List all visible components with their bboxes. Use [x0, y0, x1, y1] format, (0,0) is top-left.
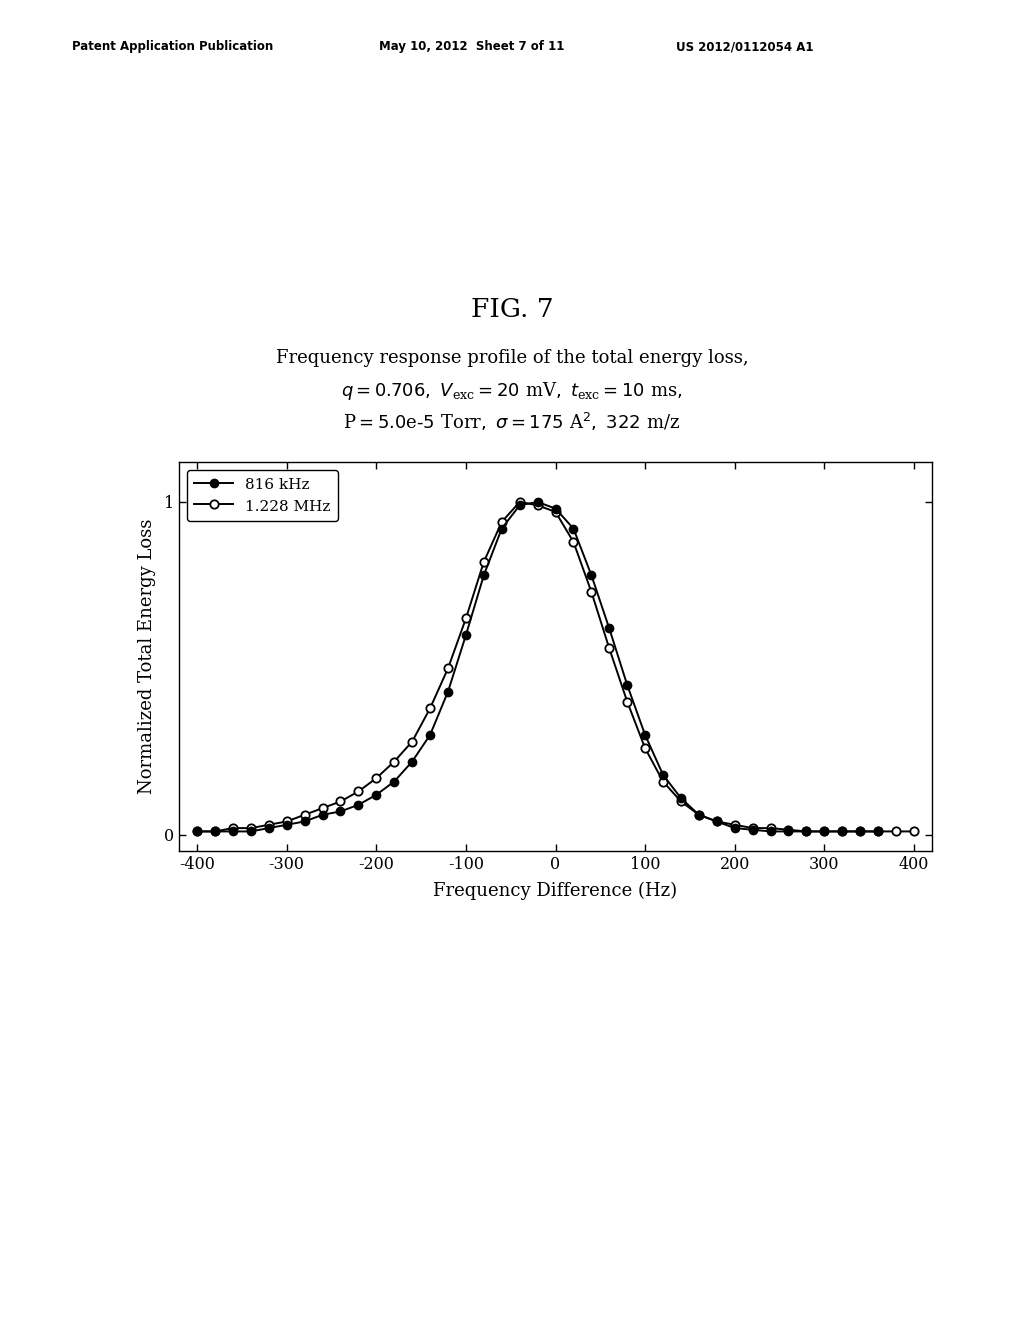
816 kHz [801, 824, 813, 840]
1.228 MHz [639, 741, 651, 756]
816 kHz [460, 627, 472, 643]
1.228 MHz [531, 498, 544, 513]
1.228 MHz [460, 611, 472, 627]
1.228 MHz [549, 504, 561, 520]
816 kHz [818, 824, 830, 840]
1.228 MHz [586, 583, 598, 599]
816 kHz [316, 807, 329, 822]
Text: May 10, 2012  Sheet 7 of 11: May 10, 2012 Sheet 7 of 11 [379, 40, 564, 53]
1.228 MHz [299, 807, 311, 822]
816 kHz [586, 568, 598, 583]
Line: 1.228 MHz: 1.228 MHz [193, 498, 919, 836]
816 kHz [782, 824, 795, 840]
1.228 MHz [371, 771, 383, 787]
816 kHz [746, 822, 759, 838]
816 kHz [871, 824, 884, 840]
1.228 MHz [871, 824, 884, 840]
816 kHz [371, 787, 383, 803]
Text: $q = 0.706,\ V_{\mathregular{exc}} = 20\ \mathregular{mV},\ t_{\mathregular{exc}: $q = 0.706,\ V_{\mathregular{exc}} = 20\… [341, 380, 683, 403]
816 kHz [190, 824, 203, 840]
816 kHz [836, 824, 848, 840]
Text: $\mathregular{P} = 5.0\mathregular{e}\text{-}5\ \mathregular{Torr},\ \sigma = 17: $\mathregular{P} = 5.0\mathregular{e}\te… [343, 411, 681, 433]
1.228 MHz [190, 824, 203, 840]
X-axis label: Frequency Difference (Hz): Frequency Difference (Hz) [433, 882, 678, 900]
816 kHz [657, 767, 670, 783]
816 kHz [639, 727, 651, 743]
1.228 MHz [496, 513, 508, 529]
816 kHz [334, 804, 346, 820]
1.228 MHz [692, 807, 705, 822]
1.228 MHz [227, 820, 240, 836]
816 kHz [424, 727, 436, 743]
816 kHz [496, 520, 508, 536]
Line: 816 kHz: 816 kHz [193, 498, 883, 836]
816 kHz [352, 797, 365, 813]
1.228 MHz [603, 640, 615, 656]
1.228 MHz [281, 813, 293, 829]
1.228 MHz [477, 554, 489, 570]
1.228 MHz [352, 784, 365, 800]
1.228 MHz [746, 820, 759, 836]
1.228 MHz [567, 535, 580, 550]
816 kHz [854, 824, 866, 840]
816 kHz [531, 494, 544, 510]
816 kHz [692, 807, 705, 822]
Text: Frequency response profile of the total energy loss,: Frequency response profile of the total … [275, 348, 749, 367]
816 kHz [245, 824, 257, 840]
816 kHz [477, 568, 489, 583]
816 kHz [406, 754, 418, 770]
1.228 MHz [334, 793, 346, 809]
Text: Patent Application Publication: Patent Application Publication [72, 40, 273, 53]
1.228 MHz [675, 793, 687, 809]
816 kHz [388, 774, 400, 789]
Legend: 816 kHz, 1.228 MHz: 816 kHz, 1.228 MHz [186, 470, 338, 521]
1.228 MHz [621, 694, 633, 710]
1.228 MHz [406, 734, 418, 750]
1.228 MHz [657, 774, 670, 789]
816 kHz [621, 677, 633, 693]
1.228 MHz [729, 817, 741, 833]
1.228 MHz [262, 817, 274, 833]
816 kHz [442, 684, 455, 700]
1.228 MHz [245, 820, 257, 836]
1.228 MHz [388, 754, 400, 770]
816 kHz [711, 813, 723, 829]
1.228 MHz [836, 824, 848, 840]
Text: US 2012/0112054 A1: US 2012/0112054 A1 [676, 40, 813, 53]
1.228 MHz [854, 824, 866, 840]
816 kHz [281, 817, 293, 833]
816 kHz [764, 824, 776, 840]
Text: FIG. 7: FIG. 7 [471, 297, 553, 322]
Y-axis label: Normalized Total Energy Loss: Normalized Total Energy Loss [138, 519, 156, 795]
1.228 MHz [801, 824, 813, 840]
816 kHz [209, 824, 221, 840]
816 kHz [603, 620, 615, 636]
816 kHz [513, 498, 526, 513]
1.228 MHz [818, 824, 830, 840]
816 kHz [567, 520, 580, 536]
816 kHz [729, 820, 741, 836]
1.228 MHz [764, 820, 776, 836]
816 kHz [549, 500, 561, 516]
1.228 MHz [513, 494, 526, 510]
816 kHz [299, 813, 311, 829]
816 kHz [675, 791, 687, 807]
1.228 MHz [890, 824, 902, 840]
1.228 MHz [424, 701, 436, 717]
1.228 MHz [316, 800, 329, 816]
1.228 MHz [907, 824, 920, 840]
816 kHz [227, 824, 240, 840]
1.228 MHz [711, 813, 723, 829]
1.228 MHz [442, 660, 455, 676]
1.228 MHz [209, 824, 221, 840]
1.228 MHz [782, 822, 795, 838]
816 kHz [262, 820, 274, 836]
